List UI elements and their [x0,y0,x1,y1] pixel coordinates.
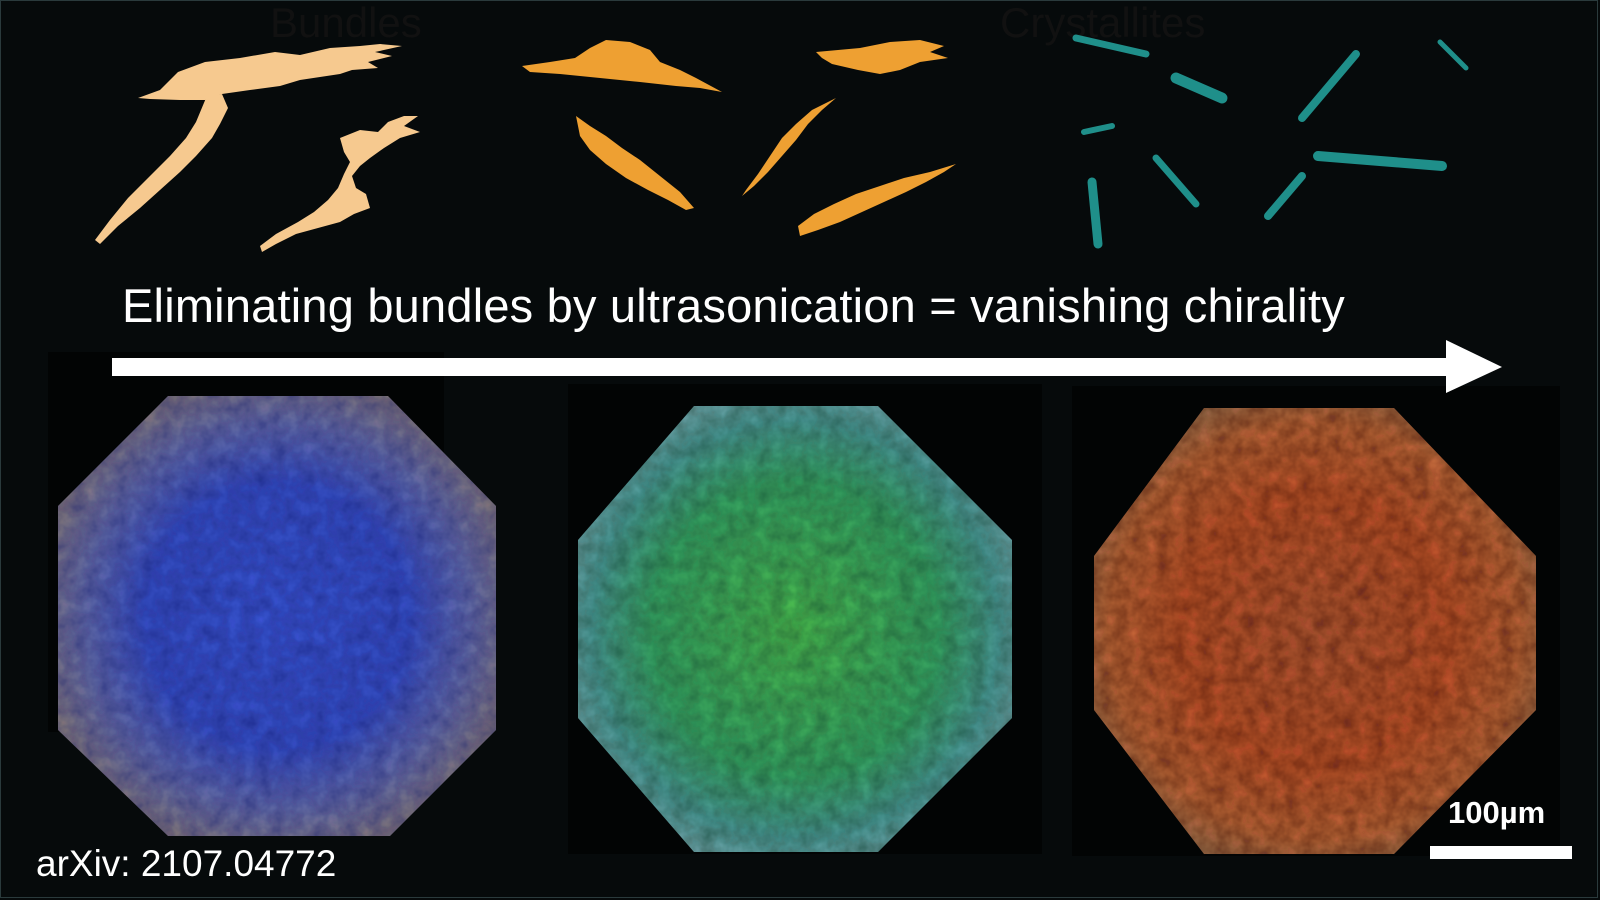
crystallite-shape [1264,172,1306,220]
bundle-shape [798,164,956,236]
crystallite-shape [1170,72,1228,104]
crystallites-header: Crystallites [1000,0,1206,46]
bundle-light-group [95,44,420,252]
bundle-shape [816,40,948,74]
sample-texture [58,396,496,836]
scale-bar [1430,846,1572,859]
crystallite-shape [1437,39,1469,71]
crystallite-group [1072,34,1469,249]
sample-blue [58,396,496,836]
bundle-orange-group [522,40,956,236]
bundle-shape [576,116,694,210]
bundle-shape [742,98,836,196]
crystallite-shape [1152,154,1200,208]
sample-texture [1094,408,1536,854]
sample-green [578,406,1012,852]
bundle-shape [522,40,722,92]
bundles-header: Bundles [270,0,422,46]
sample-texture [578,406,1012,852]
arxiv-reference: arXiv: 2107.04772 [36,843,337,884]
right-arrow-icon [112,340,1502,393]
sample-red [1094,408,1536,854]
bundle-shape [138,44,402,100]
crystallite-shape [1081,123,1115,135]
headline: Eliminating bundles by ultrasonication =… [122,279,1345,332]
bundle-shape [260,116,420,252]
bundle-shape [95,94,228,244]
arrow-head [1446,340,1502,393]
crystallite-shape [1298,50,1360,122]
arrow-shaft [112,358,1452,376]
crystallite-shape [1313,151,1447,171]
crystallite-shape [1087,177,1103,249]
scale-bar-label: 100µm [1448,795,1546,830]
crystallite-shape [1072,34,1150,58]
